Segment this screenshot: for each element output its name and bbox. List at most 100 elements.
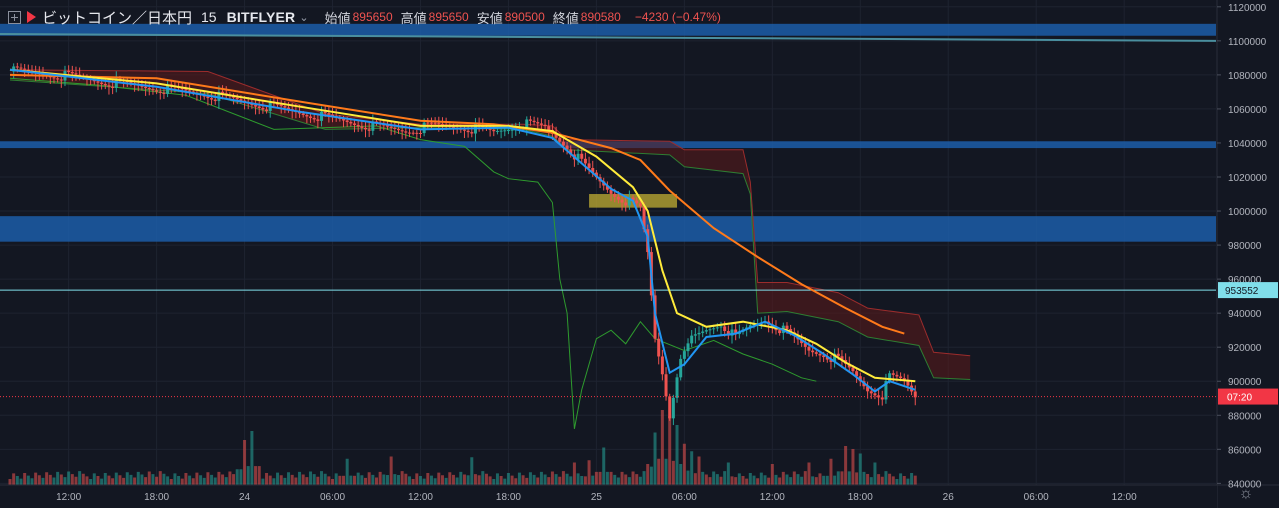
flag-icon[interactable] [27, 11, 36, 23]
volume-bar [221, 474, 225, 485]
volume-bar [906, 478, 910, 485]
level-price-label: 953552 [1225, 286, 1259, 297]
candle-body [488, 128, 492, 130]
moving-average-fast [9, 68, 916, 393]
resolution[interactable]: 15 [201, 9, 217, 25]
volume-bar [287, 472, 291, 485]
candle-body [891, 373, 895, 375]
candle-body [536, 122, 540, 124]
candle-body [906, 379, 910, 386]
candle-body [323, 111, 327, 114]
volume-bar [774, 474, 778, 485]
candle-body [547, 126, 551, 131]
volume-bar [290, 474, 294, 485]
candle-body [624, 202, 628, 206]
candle-body [254, 105, 258, 107]
symbol-name[interactable]: ビットコイン／日本円 [42, 9, 193, 27]
volume-bar [451, 474, 455, 485]
volume-bar [807, 462, 811, 485]
volume-bar [462, 474, 466, 485]
open-label: 始値 [324, 10, 351, 26]
candle-body [635, 200, 639, 204]
candle-body [312, 117, 316, 120]
candle-body [803, 343, 807, 347]
candle-body [331, 114, 335, 117]
moving-average-mid [9, 68, 916, 383]
candle-body [437, 122, 441, 124]
candle-body [888, 373, 892, 381]
open-value: 895650 [352, 10, 393, 24]
volume-bar [811, 476, 815, 485]
price-axis-label: 880000 [1228, 411, 1262, 422]
volume-bar [136, 471, 140, 485]
candle-body [426, 122, 430, 124]
volume-bar [342, 475, 346, 485]
volume-bar [470, 457, 474, 485]
volume-bar [913, 475, 917, 485]
volume-bar [56, 471, 60, 485]
candle-body [613, 193, 617, 197]
candle-body [679, 358, 683, 378]
candle-body [525, 119, 529, 129]
volume-bar [675, 425, 679, 485]
volume-bar [133, 477, 137, 485]
volume-bar [558, 476, 562, 485]
volume-bar [664, 458, 668, 485]
volume-bar [147, 471, 151, 485]
candle-body [12, 66, 16, 72]
volume-bar [448, 472, 452, 485]
price-axis-label: 1020000 [1228, 173, 1267, 184]
candle-body [451, 126, 455, 128]
price-axis-label: 900000 [1228, 377, 1262, 388]
volume-bar [37, 475, 41, 485]
volume-bar [34, 472, 38, 485]
volume-bar [481, 471, 485, 485]
candle-body [528, 119, 532, 121]
volume-bar [818, 473, 822, 485]
candle-body [129, 82, 133, 84]
volume-bar [151, 474, 155, 485]
volume-bar [734, 477, 738, 485]
volume-bar [488, 476, 492, 485]
volume-bar [880, 476, 884, 485]
volume-bar [649, 466, 653, 485]
volume-bar [829, 458, 833, 485]
candle-body [26, 69, 30, 71]
volume-bar [847, 471, 851, 485]
volume-bar [671, 460, 675, 485]
volume-bar [166, 476, 170, 485]
volume-bar [265, 473, 269, 485]
candle-body [96, 81, 100, 83]
candle-body [15, 66, 19, 68]
candle-body [151, 89, 155, 91]
volume-bar [492, 479, 496, 485]
volume-bar [902, 476, 906, 485]
expand-icon[interactable] [8, 10, 21, 24]
volume-bar [349, 475, 353, 485]
volume-bar [635, 474, 639, 485]
candle-body [305, 114, 309, 117]
gear-icon[interactable]: ☼ [1238, 485, 1254, 502]
candle-body [67, 70, 71, 72]
candle-body [605, 185, 609, 190]
candle-body [778, 330, 782, 334]
volume-bar [840, 471, 844, 485]
low-value: 890500 [504, 10, 545, 24]
candle-body [147, 87, 151, 90]
time-axis-label: 12:00 [760, 492, 785, 503]
low-label: 安値 [476, 10, 503, 26]
candle-body [393, 127, 397, 130]
candle-body [422, 122, 426, 134]
moving-average-slow [9, 73, 905, 335]
chevron-down-icon[interactable]: ⌄ [299, 11, 309, 24]
candle-body [902, 378, 906, 380]
volume-bar [114, 472, 118, 485]
time-axis-label: 25 [591, 492, 603, 503]
volume-bar [140, 474, 144, 485]
candle-body [858, 376, 862, 382]
candle-body [814, 352, 818, 354]
volume-bar [177, 476, 181, 485]
high-value: 895650 [428, 10, 469, 24]
exchange-name[interactable]: BITFLYER [226, 9, 296, 25]
